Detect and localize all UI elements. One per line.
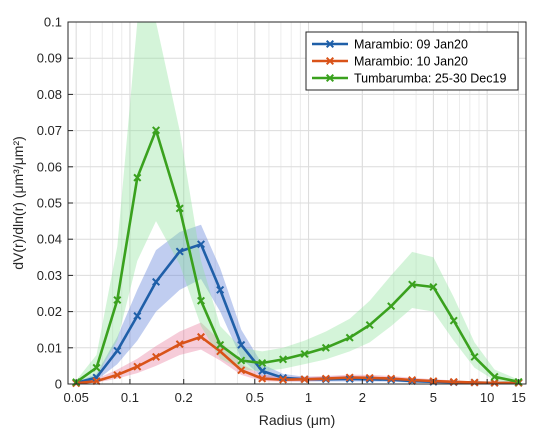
data-point-1 [258, 366, 267, 375]
data-point-2 [216, 347, 225, 356]
legend-label-3: Tumbarumba: 25-30 Dec19 [354, 72, 506, 86]
data-point-1 [279, 373, 288, 382]
data-point-3 [300, 349, 309, 358]
data-point-2 [279, 375, 288, 384]
y-tick-label: 0.1 [44, 15, 62, 30]
y-tick-label: 0.05 [37, 196, 62, 211]
y-tick-label: 0.07 [37, 123, 62, 138]
data-point-3 [408, 280, 417, 289]
data-point-1 [365, 375, 374, 384]
legend-label-2: Marambio: 10 Jan20 [354, 55, 468, 69]
data-point-3 [258, 358, 267, 368]
data-point-2 [197, 332, 206, 341]
data-point-3 [92, 363, 101, 372]
data-point-3 [175, 204, 184, 213]
data-point-1 [216, 285, 225, 294]
y-tick-label: 0.02 [37, 304, 62, 319]
x-tick-label: 0.5 [246, 390, 264, 405]
data-point-3 [345, 333, 354, 342]
x-axis-ticks: 0.05 0.1 0.2 0.5 1 2 5 10 15 [64, 379, 526, 405]
data-point-2 [152, 352, 161, 361]
x-tick-label: 0.05 [64, 390, 89, 405]
data-point-2 [237, 366, 246, 375]
data-point-1 [113, 346, 122, 355]
uncertainty-band-2 [76, 322, 519, 384]
x-tick-label: 10 [480, 390, 494, 405]
data-point-2 [258, 374, 267, 383]
data-point-2 [387, 374, 396, 383]
uncertainty-band-3 [76, 22, 519, 384]
y-axis-title: dV(r)/dln(r) (μm³/μm²) [10, 136, 26, 270]
y-tick-label: 0.03 [37, 268, 62, 283]
series-markers [72, 126, 523, 388]
data-point-3 [365, 320, 374, 330]
data-point-3 [387, 302, 396, 311]
series-lines [75, 128, 519, 385]
data-point-2 [92, 377, 101, 386]
series-line-3 [75, 128, 519, 384]
x-tick-label: 1 [305, 390, 312, 405]
data-point-3 [113, 296, 122, 305]
data-point-2 [470, 378, 479, 387]
data-point-3 [449, 316, 458, 325]
y-axis-ticks: 0 0.01 0.02 0.03 0.04 0.05 0.06 0.07 0.08 0.09 0.1 [37, 15, 73, 392]
legend-marker-3 [325, 73, 335, 83]
data-point-3 [216, 340, 225, 349]
data-point-2 [113, 370, 122, 379]
y-tick-label: 0 [55, 377, 62, 392]
x-tick-label: 0.1 [121, 390, 139, 405]
legend: Marambio: 09 Jan20 Marambio: 10 Jan20 Tumb… [305, 31, 519, 91]
y-tick-label: 0.06 [37, 159, 62, 174]
data-point-1 [197, 240, 206, 249]
uncertainty-bands [76, 22, 519, 384]
data-point-1 [237, 340, 246, 349]
data-point-3 [152, 126, 161, 135]
x-tick-label: 15 [511, 390, 525, 405]
data-point-2 [345, 373, 354, 382]
data-point-2 [321, 374, 330, 383]
data-point-3 [279, 355, 288, 364]
data-point-1 [175, 247, 184, 256]
data-point-1 [345, 374, 354, 383]
data-point-3 [470, 352, 479, 361]
uncertainty-band-1 [76, 224, 519, 384]
data-point-2 [175, 340, 184, 349]
x-tick-label: 2 [359, 390, 366, 405]
data-point-3 [429, 282, 438, 291]
legend-marker-1 [325, 39, 335, 49]
y-tick-label: 0.09 [37, 51, 62, 66]
data-point-2 [300, 375, 309, 384]
data-point-2 [408, 376, 417, 385]
data-point-2 [490, 378, 499, 387]
data-point-1 [152, 277, 161, 286]
data-point-2 [365, 373, 374, 382]
x-tick-label: 5 [430, 390, 437, 405]
data-point-1 [133, 311, 142, 320]
legend-marker-2 [325, 56, 335, 66]
y-tick-label: 0.08 [37, 87, 62, 102]
data-point-3 [237, 356, 246, 365]
x-tick-label: 0.2 [175, 390, 193, 405]
data-point-3 [133, 173, 142, 182]
data-point-3 [197, 296, 206, 305]
data-point-3 [490, 372, 499, 381]
data-point-2 [133, 362, 142, 371]
y-tick-label: 0.04 [37, 232, 62, 247]
data-point-3 [321, 343, 330, 352]
y-tick-label: 0.01 [37, 340, 62, 355]
x-axis-title: Radius (μm) [259, 412, 336, 428]
legend-label-1: Marambio: 09 Jan20 [354, 38, 468, 52]
series-line-2 [76, 335, 519, 385]
